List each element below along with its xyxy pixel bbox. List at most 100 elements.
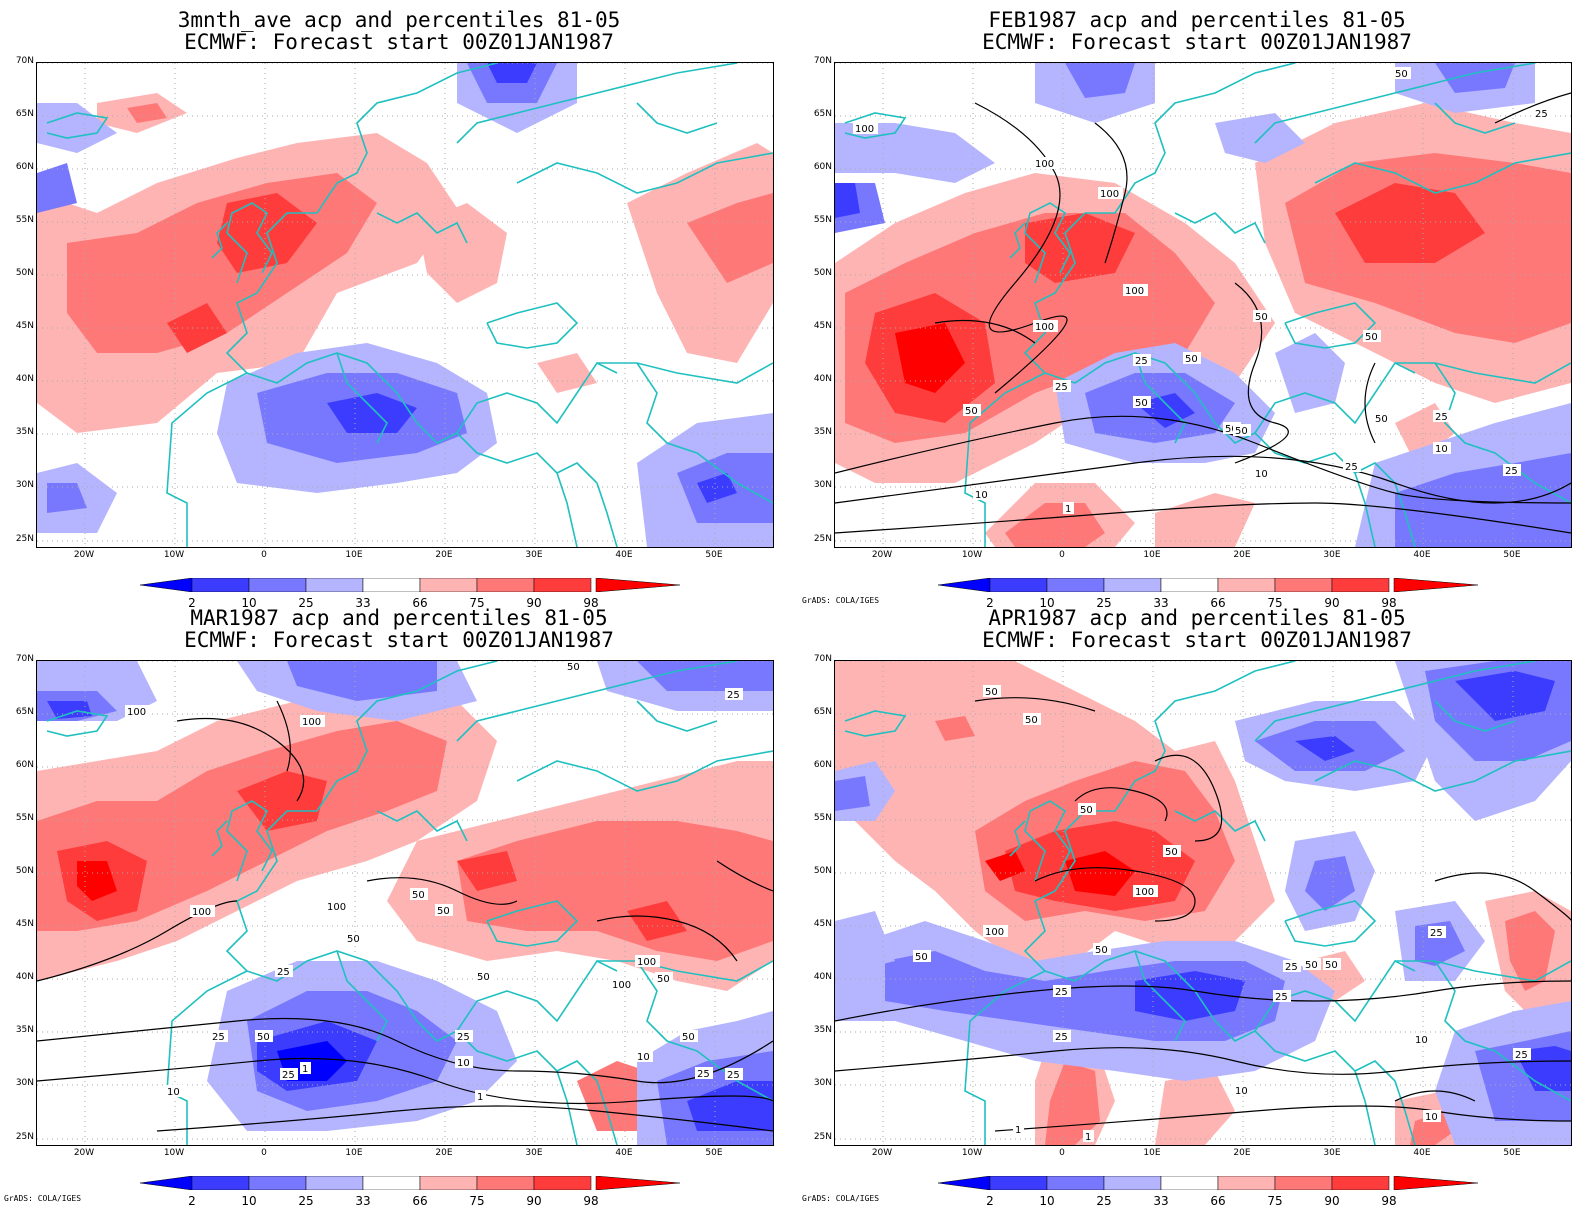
contour-label: 100 [985,927,1004,938]
longitude-label: 10W [163,1148,185,1158]
contour-label: 25 [1535,109,1548,120]
longitude-label: 40E [615,1148,633,1158]
contour-label-bg [1098,187,1123,199]
shade-region [537,353,597,393]
contour-label: 50 [412,890,425,901]
shade-region [1455,671,1555,721]
contour-label-bg [1123,284,1148,296]
shade-region [1155,493,1255,547]
contour-label: 100 [302,717,321,728]
longitude-label: 40E [1413,550,1431,560]
contour-line [835,502,1571,534]
coastline [456,63,738,144]
shade-region [1275,333,1345,413]
contour-label-bg [1513,1048,1531,1060]
latitude-label: 55N [813,813,832,823]
contour-label-bg [345,932,363,944]
coastline [316,661,498,812]
contour-line [835,980,1571,1022]
coastline [1434,362,1571,504]
panel-title: MAR1987 acp and percentiles 81-05 [190,606,608,630]
contour-label-bg [1273,990,1291,1002]
shade-region [895,323,965,393]
contour-label: 50 [1365,332,1378,343]
panel-subtitle: ECMWF: Forecast start 00Z01JAN1987 [982,628,1412,652]
contour-label: 10 [1255,469,1268,480]
contour-label-bg [300,1062,311,1074]
contour-label-bg [275,965,293,977]
colorbar-label: 98 [583,596,599,610]
contour-label: 100 [855,124,874,135]
map-area: 50 50 50 50 100 100 50 50 25 25 25 25 50 50 10 10 1 1 10 25… [834,660,1572,1146]
coastline [1254,432,1396,484]
contour-labels: 50 50 50 50 100 100 50 50 25 25 25 25 50 50 10 10 1 1 10 25… [913,685,1531,1143]
contour-label-bg [125,705,150,717]
longitude-label: 10E [345,1148,363,1158]
contour-label: 50 [1185,354,1198,365]
latitude-label: 40N [15,972,34,982]
colorbar-swatch [305,578,364,592]
contour-label-bg [963,404,981,416]
coastline [597,362,773,384]
colorbar-label: 90 [526,596,542,610]
contour-label-bg [635,955,660,967]
contour-label-bg [655,972,673,984]
contour-label: 25 [1055,987,1068,998]
contour-line [276,700,291,772]
colorbar-label: 2 [986,596,994,610]
contour-label-bg [1233,1084,1251,1096]
coastline [316,63,498,214]
contour-label: 25 [1285,962,1298,973]
contour-label: 50 [657,974,670,985]
contour-line [974,102,1068,394]
shade-region [487,63,537,83]
colorbar-label: 33 [355,596,371,610]
contour-label: 25 [212,1032,225,1043]
contour-lines [835,92,1571,534]
colorbar-swatch [1103,578,1162,592]
contour-label: 50 [1235,426,1248,437]
coastline [1009,222,1026,259]
contour-label: 100 [327,902,346,913]
latitude-label: 70N [15,654,34,664]
coastline [376,810,468,842]
contour-label-bg [475,970,493,982]
contour-line [1394,1090,1476,1102]
colorbar-label: 10 [241,1194,257,1208]
colorbar-label: 33 [355,1194,371,1208]
colorbar-label: 2 [188,1194,196,1208]
contour-label-bg [1253,310,1271,322]
latitude-label: 60N [813,760,832,770]
shaded-field [37,661,773,1145]
coastline [1354,1070,1376,1145]
contour-label: 10 [457,1058,470,1069]
coastline [456,661,738,742]
contour-label: 50 [567,662,580,673]
contour-line [37,1057,773,1105]
graticule [37,661,773,1145]
colorbar-swatch [1274,578,1333,592]
contour-label-bg [1373,412,1391,424]
contour-label: 50 [1255,312,1268,323]
map-area: 50 25 100 100 100 100 50 50 50 50 100 100 50 25 25 50 25… [36,660,774,1146]
longitude-label: 20W [871,1148,893,1158]
latitude-label: 65N [15,707,34,717]
colorbar-label: 66 [1210,1194,1226,1208]
contour-line [835,1047,1571,1075]
colorbar-swatch [419,578,478,592]
colorbar-label: 75 [469,1194,485,1208]
panel-title: 3mnth_ave acp and percentiles 81-05 [177,8,621,32]
grads-credit: GrADS: COLA/IGES [4,1194,82,1203]
contour-label-bg [455,1030,473,1042]
contour-label: 25 [282,1070,295,1081]
coastline [246,950,618,1042]
contour-label: 25 [1345,462,1358,473]
contour-label: 1 [1085,1132,1091,1143]
coastline [1394,482,1416,547]
contour-label-bg [680,1030,698,1042]
shade-region [287,661,437,701]
contour-label: 100 [1125,286,1144,297]
contour-label: 25 [1515,1050,1528,1061]
shade-region [47,483,87,513]
longitude-label: 50E [1503,550,1521,560]
